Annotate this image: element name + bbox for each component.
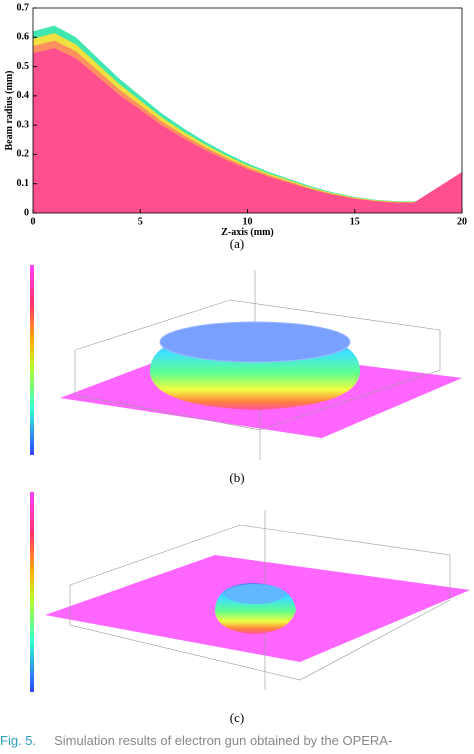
y-tick-label: 0.1 xyxy=(17,178,30,189)
panel-label: (a) xyxy=(230,236,244,251)
beam-tail xyxy=(397,172,462,213)
panel-label: (b) xyxy=(229,470,244,485)
x-tick-label: 15 xyxy=(350,216,360,227)
x-tick-label: 0 xyxy=(31,216,36,227)
beam-band xyxy=(33,48,462,213)
y-tick-label: 0.7 xyxy=(17,2,30,13)
x-tick-label: 10 xyxy=(243,216,253,227)
y-tick-label: 0.4 xyxy=(17,90,30,101)
x-axis-title: Z-axis (mm) xyxy=(221,227,274,238)
caption: Fig. 5. Simulation results of electron g… xyxy=(0,732,392,749)
y-tick-label: 0.6 xyxy=(17,32,30,43)
y-tick-label: 0 xyxy=(24,207,29,218)
panel-a-chart: 0 0.1 0.2 0.3 0.4 0.5 0.6 0.7 0 5 10 15 20 Z-axis (mm… xyxy=(4,2,467,238)
caption-text: Simulation results of electron gun obtai… xyxy=(54,733,392,748)
y-tick-label: 0.2 xyxy=(17,149,30,160)
y-tick-label: 0.3 xyxy=(17,119,30,130)
caption-label: Fig. 5. xyxy=(0,733,36,748)
y-axis-title: Beam radius (mm) xyxy=(4,71,15,151)
panel-b-render xyxy=(30,265,462,460)
y-tick-label: 0.5 xyxy=(17,61,30,72)
panel-c-render xyxy=(30,492,470,692)
panel-label: (c) xyxy=(230,710,244,725)
x-tick-label: 5 xyxy=(138,216,143,227)
x-tick-label: 20 xyxy=(457,216,467,227)
